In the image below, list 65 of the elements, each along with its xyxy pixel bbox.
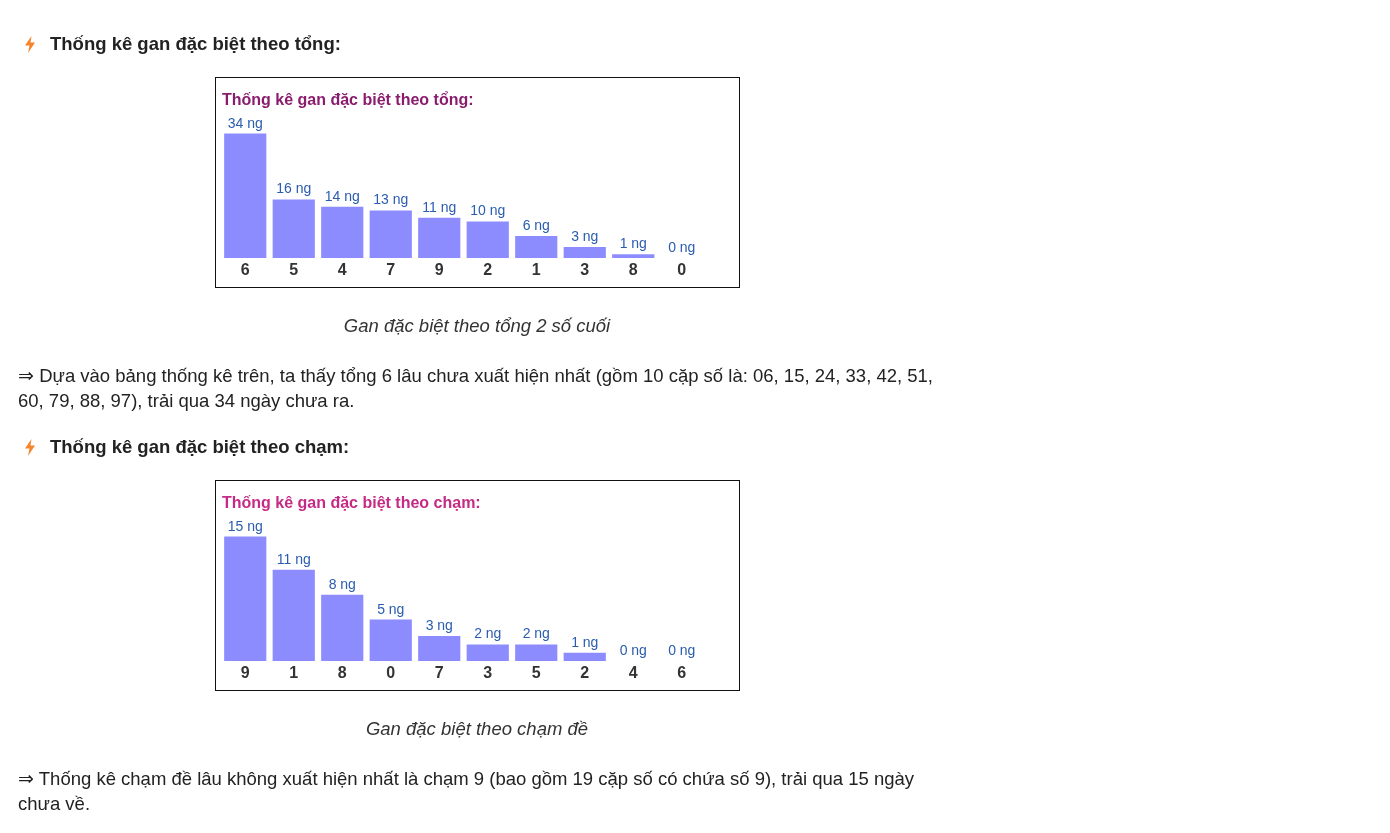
chart-title: Thống kê gan đặc biệt theo tổng: xyxy=(222,90,474,108)
x-tick-label: 5 xyxy=(289,261,299,278)
x-tick-label: 6 xyxy=(677,664,687,681)
data-label: 11 ng xyxy=(422,198,457,215)
text: Gan đặc biệt theo tổng 2 số cuối xyxy=(342,315,612,336)
bar xyxy=(369,210,412,258)
x-tick-label: 1 xyxy=(289,664,299,681)
x-tick-label: 7 xyxy=(386,261,396,278)
x-tick-label: 5 xyxy=(531,664,541,681)
bar xyxy=(418,636,461,661)
data-label: 0 ng xyxy=(668,642,696,658)
data-label: 0 ng xyxy=(668,239,696,255)
x-tick-label: 2 xyxy=(483,261,493,278)
x-tick-label: 7 xyxy=(434,664,444,681)
data-label: 13 ng xyxy=(373,191,409,208)
bar xyxy=(321,206,364,258)
data-label: 34 ng xyxy=(227,114,263,131)
x-tick-label: 9 xyxy=(240,664,250,681)
x-tick-label: 0 xyxy=(677,261,687,278)
x-tick-label: 9 xyxy=(434,261,444,278)
bar xyxy=(224,536,267,661)
text: ⇒ Dựa vào bảng thống kê trên, ta thấy tổng 6 lâu chưa xuất hiện nhất (gồm 10 cặp số là: 06, 15, 24, 33, 42, 51, 60, 79, 88, 97), trải qua 34 ngày chưa ra. xyxy=(18,364,934,413)
data-label: 5 ng xyxy=(377,600,405,617)
x-tick-label: 6 xyxy=(240,261,250,278)
data-label: 15 ng xyxy=(227,517,263,534)
data-label: 0 ng xyxy=(619,642,647,658)
bar xyxy=(515,236,558,258)
bar xyxy=(272,199,315,258)
x-tick-label: 8 xyxy=(628,261,638,278)
data-label: 16 ng xyxy=(276,180,312,197)
data-label: 6 ng xyxy=(522,217,550,234)
bar xyxy=(369,619,412,661)
text: Gan đặc biệt theo chạm đề xyxy=(364,718,590,739)
bar xyxy=(272,569,315,661)
data-label: 1 ng xyxy=(619,235,647,252)
text: ⇒ Thống kê chạm đề lâu không xuất hiện nhất là chạm 9 (bao gồm 19 cặp số có chứa số 9), trải qua 15 ngày chưa về. xyxy=(18,767,916,816)
x-tick-label: 4 xyxy=(337,261,347,278)
data-label: 2 ng xyxy=(474,625,502,642)
x-tick-label: 3 xyxy=(483,664,493,681)
data-label: 14 ng xyxy=(324,187,360,204)
x-tick-label: 3 xyxy=(580,261,590,278)
bar xyxy=(321,594,364,661)
data-label: 3 ng xyxy=(571,228,599,245)
bar xyxy=(224,133,267,258)
bar xyxy=(563,652,606,661)
x-tick-label: 1 xyxy=(531,261,541,278)
bar xyxy=(466,221,509,258)
x-tick-label: 2 xyxy=(580,664,590,681)
x-tick-label: 8 xyxy=(337,664,347,681)
x-tick-label: 4 xyxy=(628,664,638,681)
data-label: 2 ng xyxy=(522,625,550,642)
bar xyxy=(466,644,509,661)
bar xyxy=(418,217,461,258)
bar xyxy=(563,247,606,258)
data-label: 11 ng xyxy=(276,550,311,567)
data-label: 10 ng xyxy=(470,202,506,219)
bar xyxy=(612,254,655,258)
data-label: 1 ng xyxy=(571,633,599,650)
bar xyxy=(515,644,558,661)
chart-title: Thống kê gan đặc biệt theo chạm: xyxy=(222,493,481,511)
x-tick-label: 0 xyxy=(386,664,396,681)
data-label: 3 ng xyxy=(425,617,453,634)
data-label: 8 ng xyxy=(328,575,356,592)
text: Thống kê gan đặc biệt theo chạm: xyxy=(50,436,350,458)
text: Thống kê gan đặc biệt theo tổng: xyxy=(50,33,341,55)
